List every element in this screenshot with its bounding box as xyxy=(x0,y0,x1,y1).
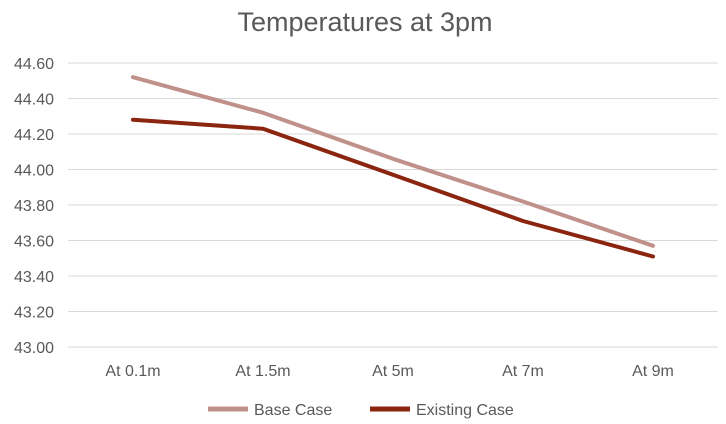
y-tick-label: 43.60 xyxy=(14,234,54,251)
y-axis-tick-labels: 43.00 43.20 43.40 43.60 43.80 44.00 44.20 44.40… xyxy=(14,56,54,357)
y-tick-label: 43.00 xyxy=(14,340,54,357)
x-axis-tick-labels: At 0.1m At 1.5m At 5m At 7m At 9m xyxy=(105,363,673,380)
x-tick-label: At 9m xyxy=(632,363,674,380)
x-tick-label: At 1.5m xyxy=(235,363,290,380)
legend-label: Existing Case xyxy=(416,402,514,419)
x-tick-label: At 7m xyxy=(502,363,544,380)
x-tick-label: At 5m xyxy=(372,363,414,380)
y-tick-label: 44.40 xyxy=(14,92,54,109)
chart-title: Temperatures at 3pm xyxy=(237,7,492,37)
legend: Base Case Existing Case xyxy=(208,402,514,419)
y-tick-label: 43.20 xyxy=(14,305,54,322)
y-tick-label: 44.60 xyxy=(14,56,54,73)
y-tick-label: 44.20 xyxy=(14,127,54,144)
y-tick-label: 44.00 xyxy=(14,163,54,180)
legend-label: Base Case xyxy=(254,402,332,419)
x-tick-label: At 0.1m xyxy=(105,363,160,380)
y-tick-label: 43.40 xyxy=(14,269,54,286)
series-line-0 xyxy=(131,75,655,248)
y-tick-label: 43.80 xyxy=(14,198,54,215)
series-lines xyxy=(131,75,655,259)
series-line-1 xyxy=(131,117,655,259)
gridlines xyxy=(68,62,718,348)
